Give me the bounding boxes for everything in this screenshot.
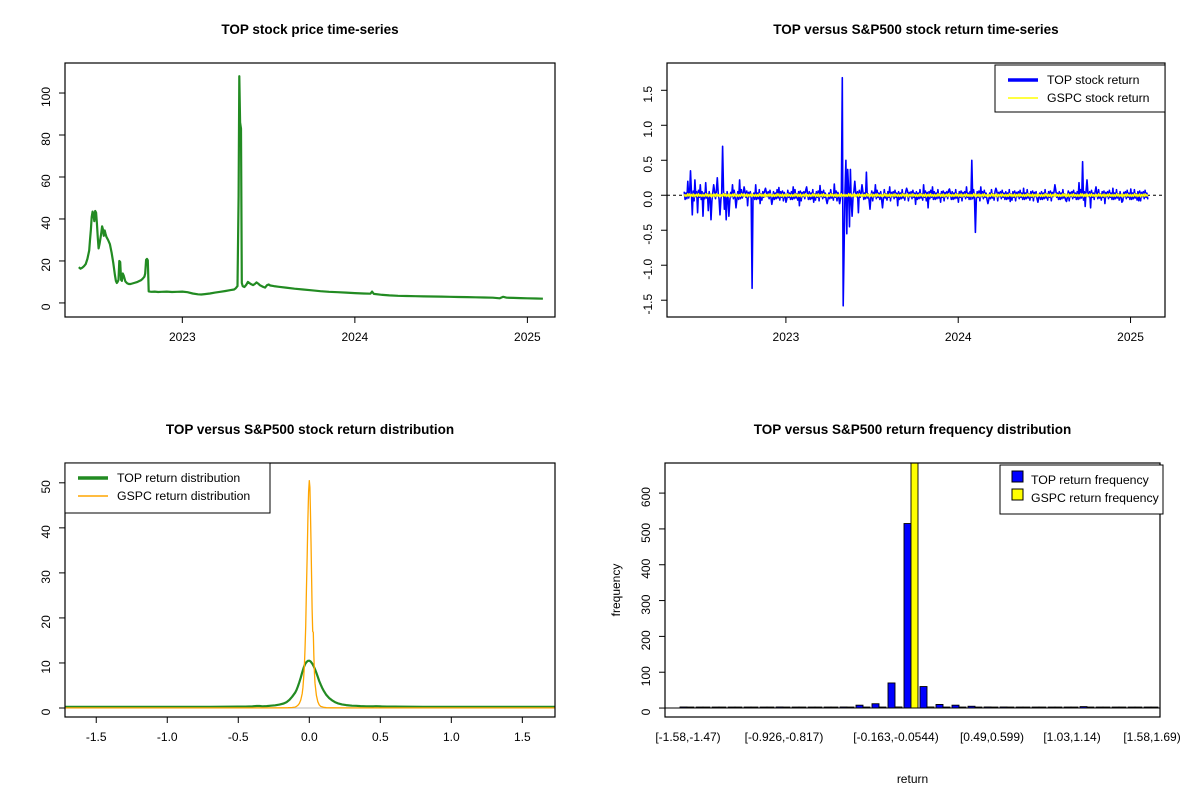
y-tick-label: 30: [39, 570, 53, 584]
y-tick-label: 0: [639, 708, 653, 715]
y-tick-label: 1.5: [641, 86, 655, 103]
x-tick-label: 2025: [1117, 330, 1144, 344]
return-distribution-title: TOP versus S&P500 stock return distribut…: [165, 422, 455, 437]
bar: [903, 523, 912, 709]
y-tick-label: 0: [39, 303, 53, 310]
bar: [887, 682, 896, 709]
y-tick-label: 10: [39, 660, 53, 674]
legend-label: TOP return frequency: [1031, 473, 1150, 487]
legend-label: TOP stock return: [1047, 73, 1140, 87]
panel-return-distribution: TOP versus S&P500 stock return distribut…: [0, 400, 600, 800]
legend-label: TOP return distribution: [117, 471, 240, 485]
price-timeseries-plot: 0 20 40 60 80 100 2023 2024 2025: [39, 62, 556, 344]
panel-return-frequency: TOP versus S&P500 return frequency distr…: [600, 400, 1200, 800]
series-line: [65, 479, 555, 709]
y-tick-label: 400: [639, 558, 653, 578]
x-bin-label: [1.03,1.14): [1043, 730, 1100, 744]
return-timeseries-plot: -1.5 -1.0 -0.5 0.0 0.5 1.0 1.5 2023 2024 2025 TOP …: [641, 62, 1166, 344]
legend-label: GSPC stock return: [1047, 91, 1150, 105]
price-timeseries-title: TOP stock price time-series: [221, 22, 399, 37]
legend-box-sample: [1011, 470, 1024, 483]
plot-box: [64, 62, 556, 318]
bar: [935, 704, 944, 709]
legend-box: [64, 462, 271, 514]
y-tick-label: -1.0: [641, 259, 655, 280]
y-tick-label: 0.0: [641, 191, 655, 208]
y-tick-label: 300: [639, 594, 653, 614]
panel-return-timeseries: TOP versus S&P500 stock return time-seri…: [600, 0, 1200, 400]
plot-box: [664, 462, 1161, 718]
y-tick-label: 1.0: [641, 121, 655, 138]
legend-box: [999, 464, 1164, 515]
y-tick-label: 500: [639, 523, 653, 543]
x-tick-label: 2024: [342, 330, 369, 344]
x-bin-label: [0.49,0.599): [960, 730, 1024, 744]
series-line: [65, 659, 555, 708]
x-tick-label: -1.5: [86, 730, 107, 744]
y-tick-label: 0.5: [641, 156, 655, 173]
x-bin-label: [-1.58,-1.47): [655, 730, 720, 744]
y-axis-label: frequency: [609, 564, 623, 617]
legend-label: GSPC return frequency: [1031, 491, 1160, 505]
x-bin-label: [-0.163,-0.0544): [853, 730, 938, 744]
series-line: [683, 192, 1149, 198]
y-tick-label: 20: [39, 615, 53, 629]
bar: [919, 686, 928, 709]
legend-label: GSPC return distribution: [117, 489, 250, 503]
x-tick-label: 2023: [773, 330, 800, 344]
legend-box: [994, 64, 1166, 113]
x-tick-label: 2025: [514, 330, 541, 344]
y-tick-label: -0.5: [641, 224, 655, 245]
y-tick-label: 100: [39, 87, 53, 107]
y-tick-label: 60: [39, 174, 53, 188]
y-tick-label: 600: [639, 487, 653, 507]
y-tick-label: -1.5: [641, 294, 655, 315]
x-tick-label: 2023: [169, 330, 196, 344]
x-tick-label: 2024: [945, 330, 972, 344]
return-frequency-title: TOP versus S&P500 return frequency distr…: [753, 422, 1072, 437]
x-tick-label: 1.0: [443, 730, 460, 744]
x-tick-label: 0.5: [372, 730, 389, 744]
x-tick-label: -1.0: [157, 730, 178, 744]
bar: [871, 703, 880, 709]
y-tick-label: 0: [39, 708, 53, 715]
return-timeseries-title: TOP versus S&P500 stock return time-seri…: [773, 22, 1059, 37]
x-bin-label: [1.58,1.69): [1123, 730, 1180, 744]
y-tick-label: 40: [39, 525, 53, 539]
plot-box: [666, 62, 1166, 318]
x-tick-label: 1.5: [514, 730, 531, 744]
plot-box: [64, 462, 556, 718]
y-tick-label: 200: [639, 630, 653, 650]
x-bin-label: [-0.926,-0.817): [745, 730, 824, 744]
bar: [910, 462, 919, 709]
y-tick-label: 50: [39, 480, 53, 494]
y-tick-label: 20: [39, 258, 53, 272]
x-tick-label: 0.0: [301, 730, 318, 744]
y-tick-label: 80: [39, 132, 53, 146]
return-distribution-plot: 0 10 20 30 40 50 -1.5 -1.0 -0.5 0.0 0.5 1.0 1.5 TOP r…: [39, 462, 556, 744]
y-tick-label: 40: [39, 216, 53, 230]
series-line: [78, 75, 543, 300]
panel-price-timeseries: TOP stock price time-series 0 20 40 60 80 100…: [0, 0, 600, 400]
legend-box-sample: [1011, 488, 1024, 501]
return-frequency-plot: 0 100 200 300 400 500 600 [-1.58,-1.47) [-0.926,…: [609, 462, 1181, 786]
x-axis-label: return: [897, 772, 928, 786]
y-tick-label: 100: [639, 666, 653, 686]
x-tick-label: -0.5: [228, 730, 249, 744]
